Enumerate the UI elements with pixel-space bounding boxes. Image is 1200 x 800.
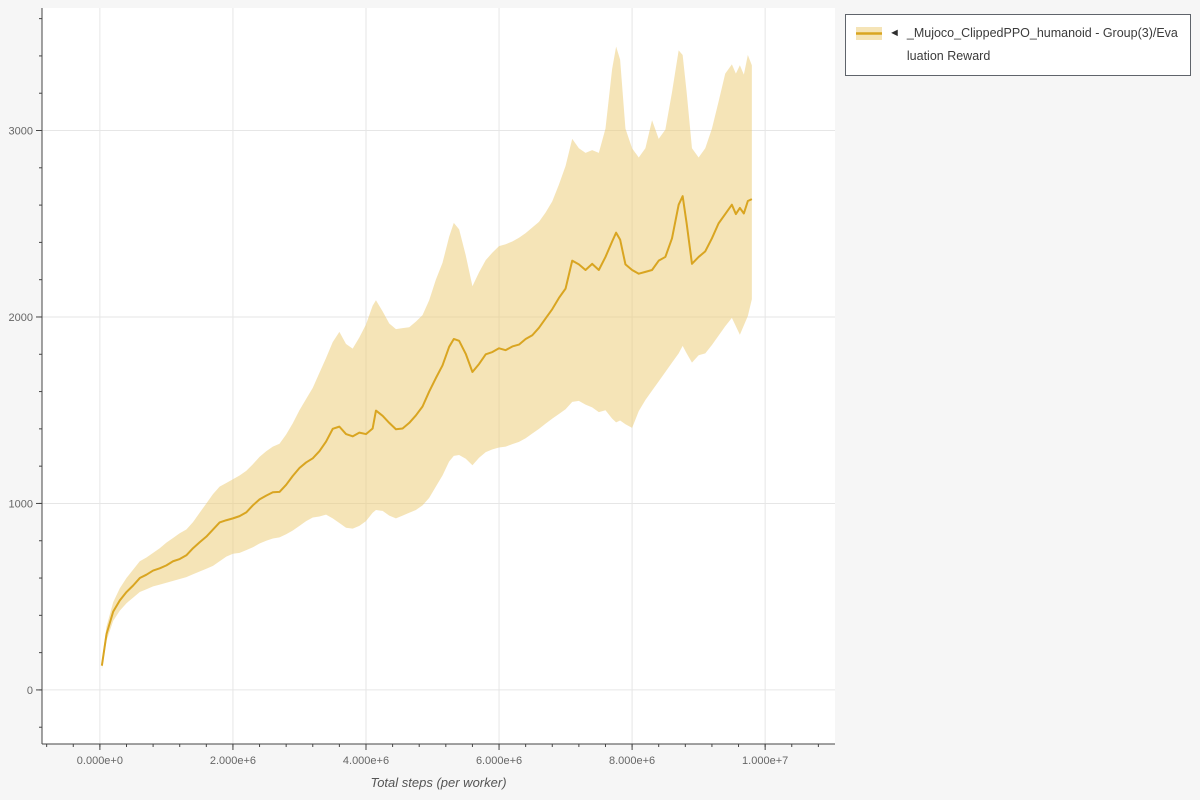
legend-series-label: _Mujoco_ClippedPPO_humanoid - Group(3)/E… <box>906 26 1178 63</box>
mean-reward-line <box>100 195 753 666</box>
x-tick-label: 2.000e+6 <box>210 755 256 767</box>
legend-collapse-icon[interactable]: ◄ <box>889 27 900 39</box>
legend[interactable]: ◄ _Mujoco_ClippedPPO_humanoid - Group(3)… <box>845 14 1191 76</box>
y-tick-label: 1000 <box>9 498 33 510</box>
axes <box>36 8 835 750</box>
y-tick-label: 3000 <box>9 126 33 138</box>
x-tick-label: 1.000e+7 <box>742 755 788 767</box>
x-axis-title: Total steps (per worker) <box>370 775 506 790</box>
x-tick-label: 8.000e+6 <box>609 755 655 767</box>
y-tick-label: 2000 <box>9 312 33 324</box>
tick-labels: 0.000e+0 2.000e+6 4.000e+6 6.000e+6 8.000e+6… <box>9 126 789 767</box>
y-tick-label: 0 <box>27 685 33 697</box>
x-tick-label: 4.000e+6 <box>343 755 389 767</box>
x-tick-label: 6.000e+6 <box>476 755 522 767</box>
legend-swatch <box>856 27 882 40</box>
x-tick-label: 0.000e+0 <box>77 755 123 767</box>
confidence-band <box>101 46 752 670</box>
